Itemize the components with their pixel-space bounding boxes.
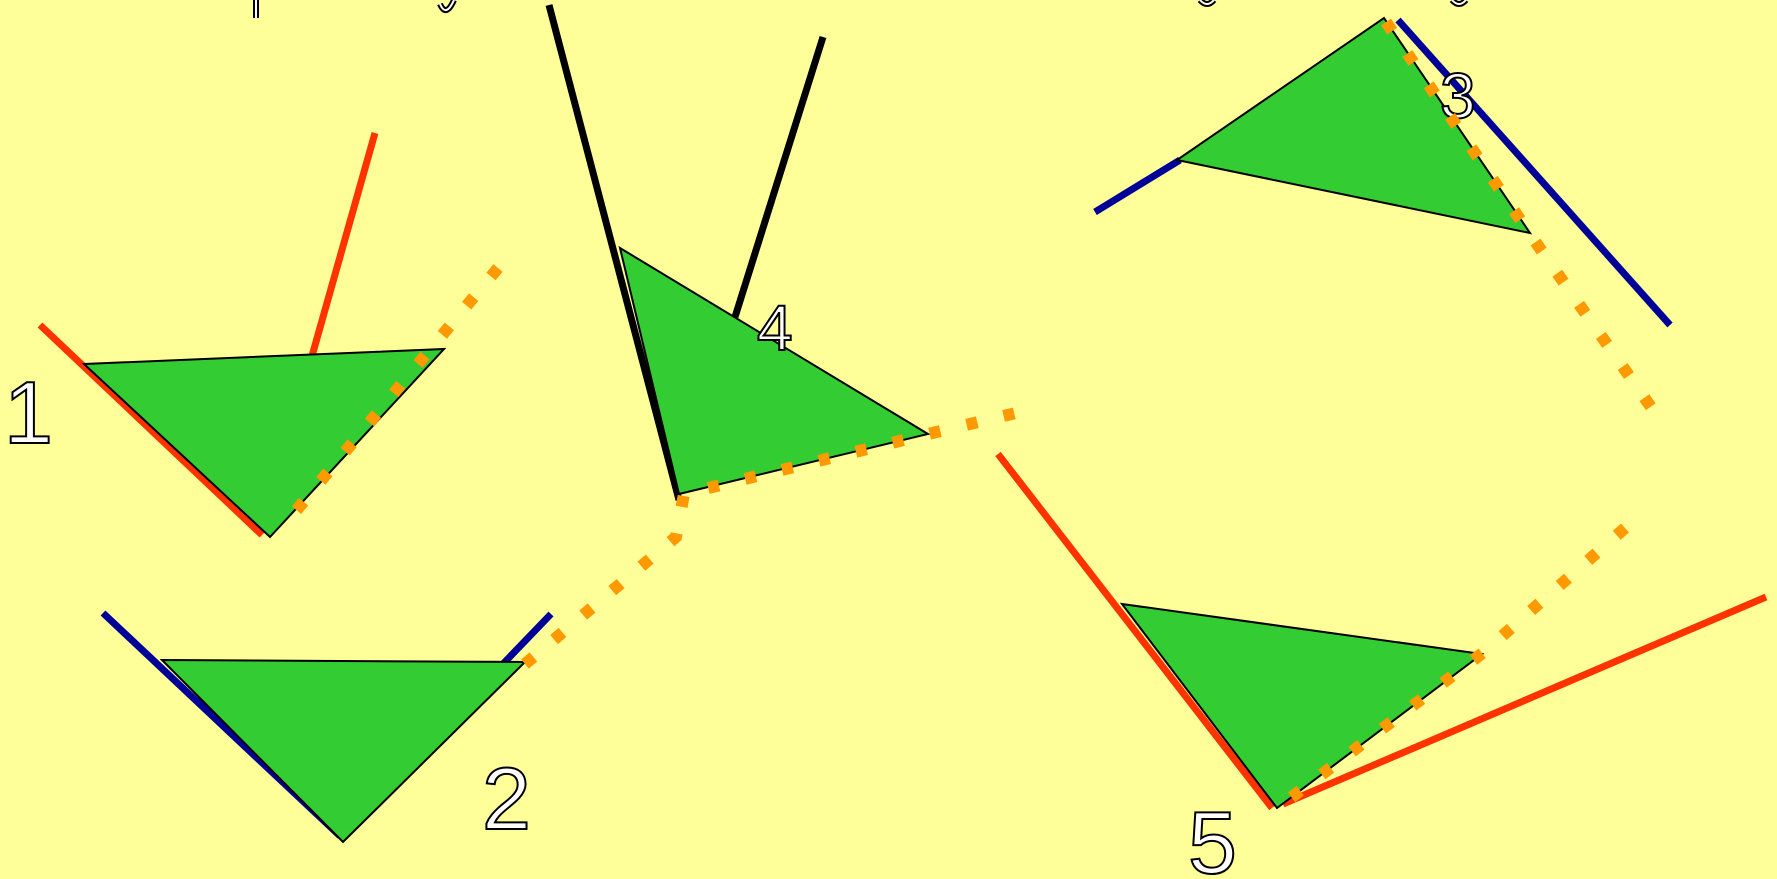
cropped-label-stroke: [439, 0, 455, 11]
figure-5-red-line-left: [995, 451, 1275, 811]
figure-4-triangle: [618, 245, 931, 496]
figure-3-blue-line-right: [1395, 17, 1673, 328]
figure-1: 1: [3, 132, 447, 539]
figure-3-triangle: [1174, 16, 1533, 235]
label-4: 4: [757, 292, 793, 364]
figure-5-red-line-right: [1281, 593, 1768, 808]
figure-4: 4: [545, 4, 931, 501]
label-1: 1: [4, 363, 53, 462]
figure-5-triangle: [1119, 602, 1485, 810]
figure-4-black-line-short: [731, 35, 827, 319]
figure-2: 2: [100, 610, 554, 849]
cropped-label-stroke: [1199, 0, 1215, 5]
figure-1-triangle: [81, 347, 447, 539]
figure-2-blue-line-right: [497, 611, 554, 670]
cropped-label-stroke: [1451, 0, 1467, 5]
figure-1-red-line-left: [37, 322, 265, 538]
figure-3-blue-line-left: [1093, 157, 1182, 215]
label-2: 2: [482, 749, 531, 848]
figure-4-black-line-long: [545, 4, 683, 501]
figure-3: 3: [1093, 16, 1673, 328]
figure-2-triangle: [159, 658, 528, 844]
figure-5: 5: [995, 451, 1768, 879]
label-5: 5: [1188, 793, 1237, 879]
cropped-top-labels: [253, 0, 1469, 18]
figure-1-red-line-top: [308, 132, 379, 357]
